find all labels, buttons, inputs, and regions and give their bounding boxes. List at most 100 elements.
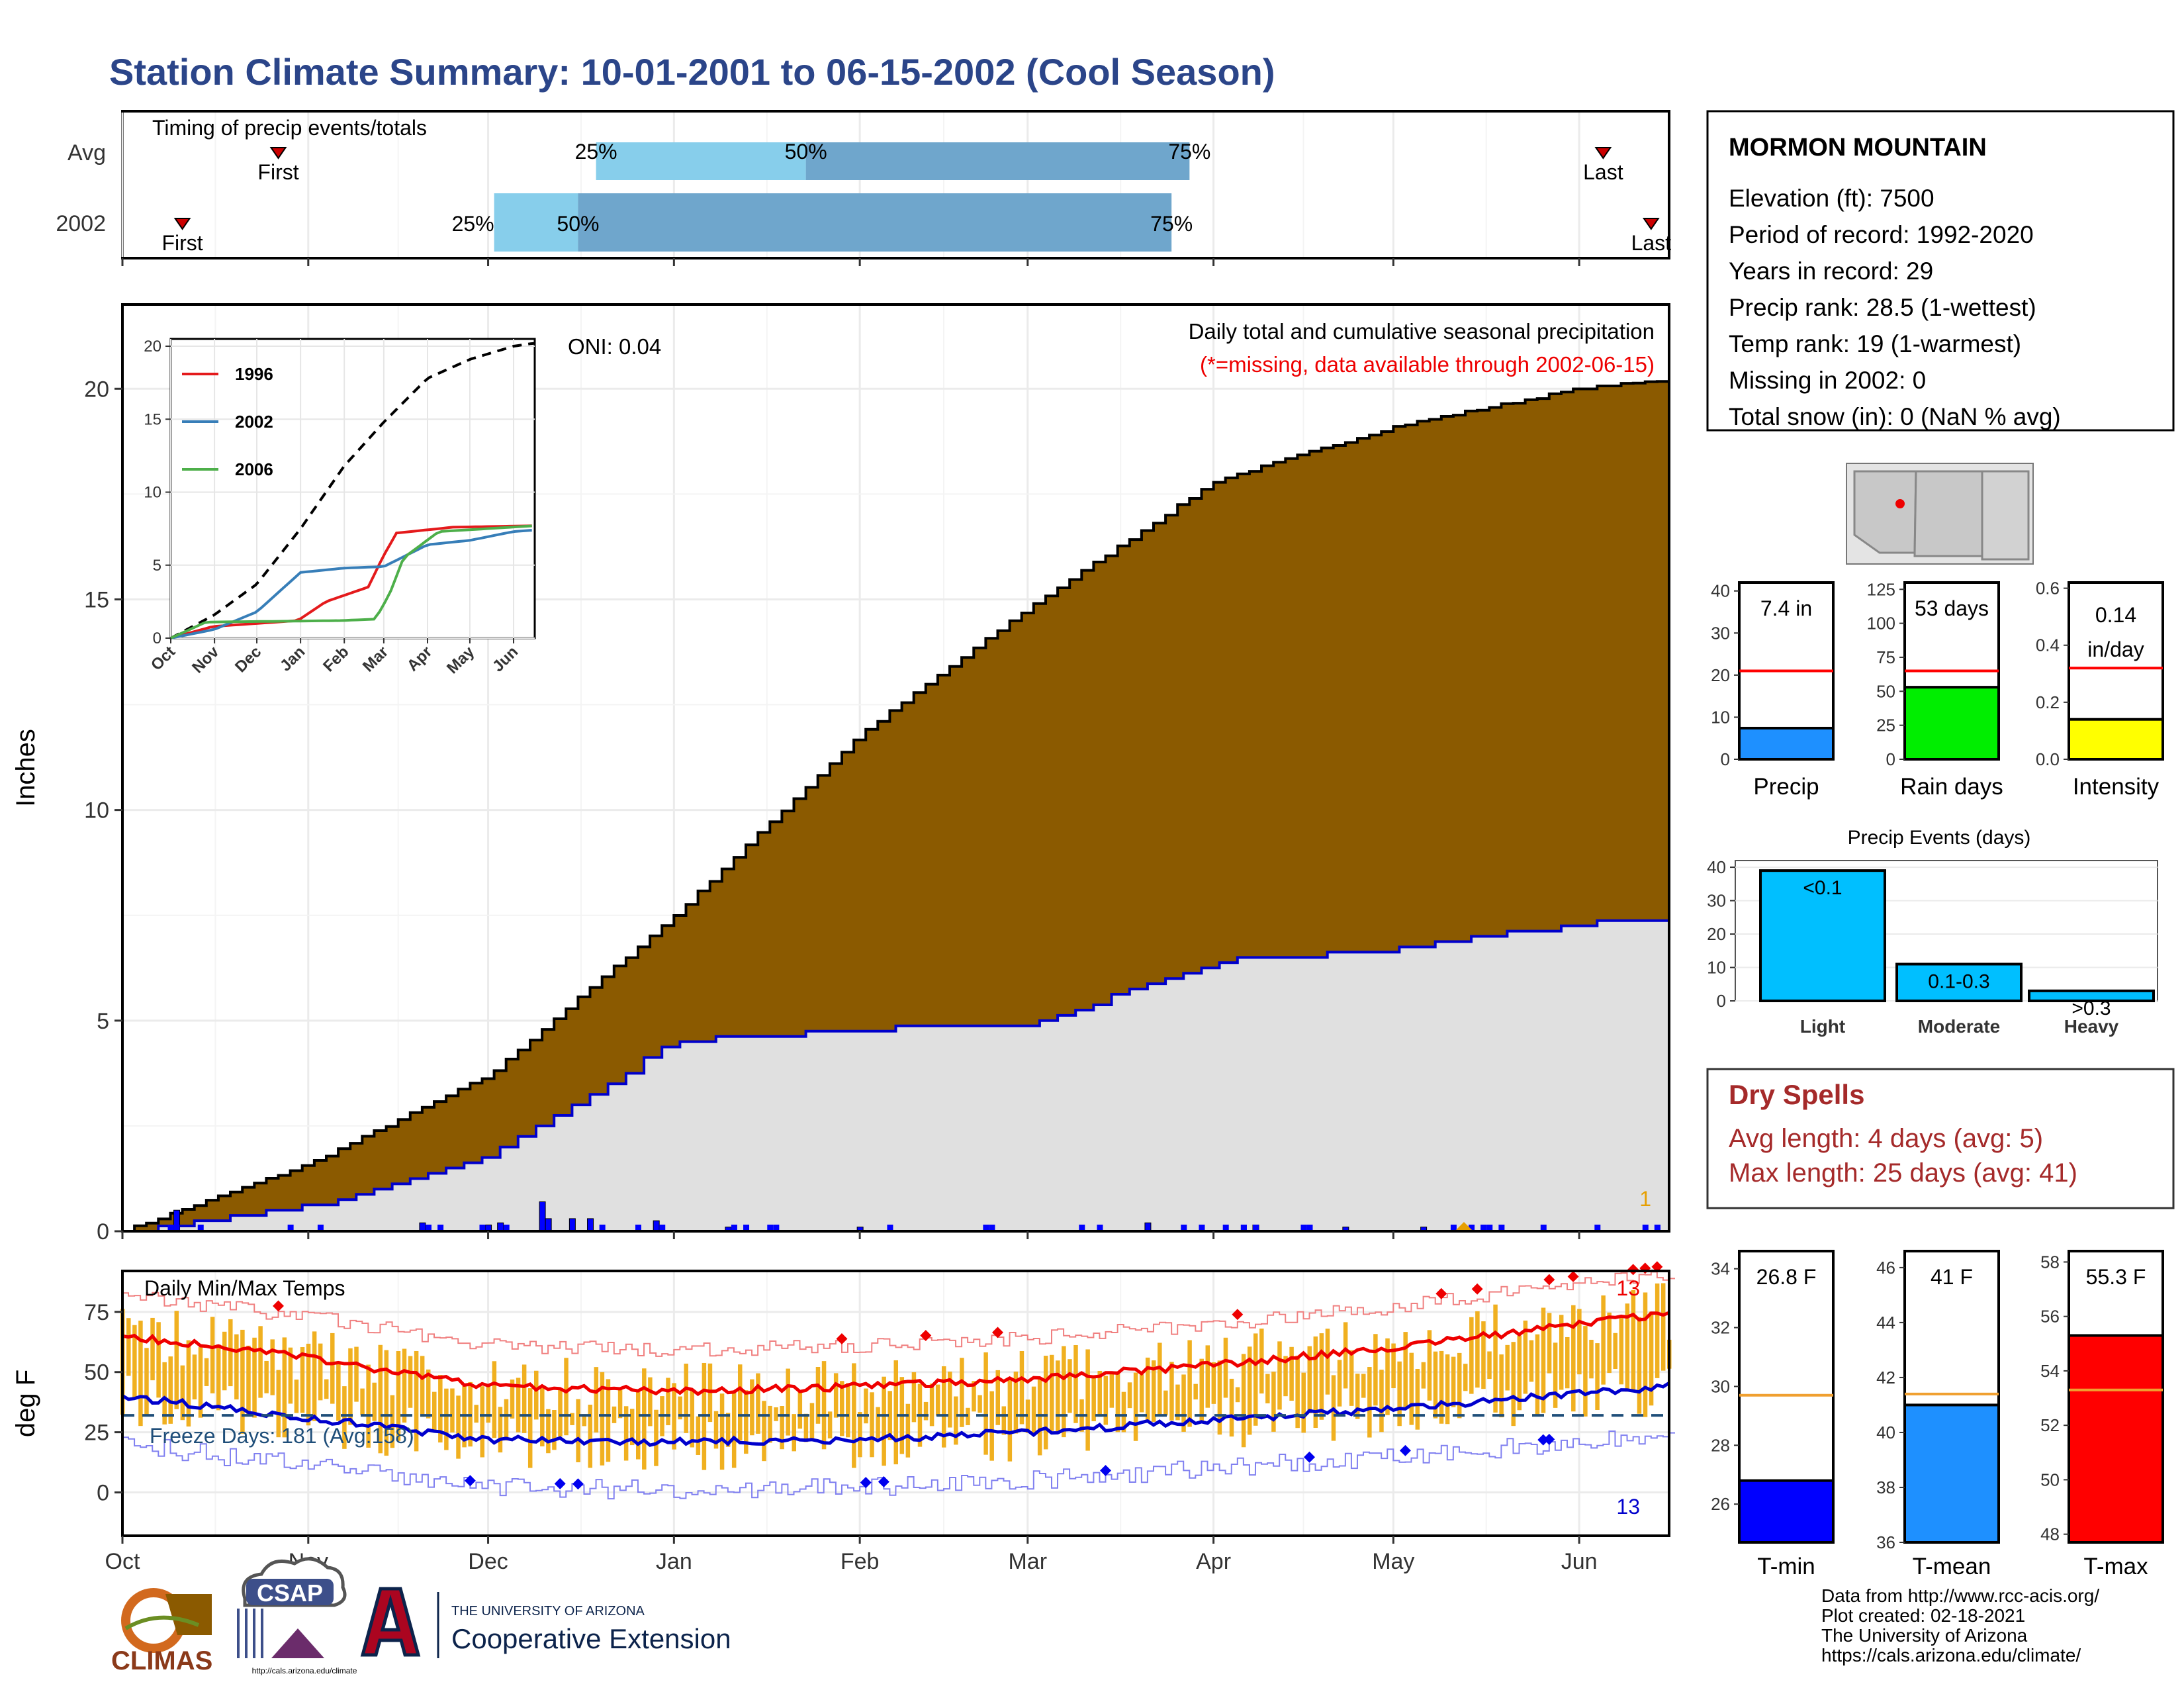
temp-stat-y-tick-label: 28 bbox=[1711, 1435, 1730, 1455]
daily-precip-bar-small bbox=[1199, 1225, 1205, 1231]
daily-precip-bar bbox=[587, 1218, 594, 1232]
timing-2002-p25-label: 25% bbox=[452, 212, 494, 236]
daily-temp-bar bbox=[150, 1317, 155, 1381]
daily-precip-bar-small bbox=[425, 1225, 432, 1231]
daily-temp-bar bbox=[1565, 1336, 1570, 1389]
daily-temp-bar bbox=[1181, 1374, 1186, 1432]
average-max-line bbox=[122, 1311, 1670, 1397]
precip-y-axis: 0 5 10 15 20 bbox=[84, 377, 122, 1244]
daily-temp-bar bbox=[839, 1381, 844, 1436]
daily-temp-bar bbox=[414, 1350, 419, 1452]
events-bar-Moderate bbox=[1895, 962, 2023, 1003]
daily-temp-bar bbox=[972, 1381, 976, 1412]
timing-marks: 25% 50% 75% First Last 25% 50% 75% First Last bbox=[161, 140, 1671, 255]
daily-temp-bar bbox=[240, 1329, 245, 1434]
precip-y-tick-label: 20 bbox=[84, 377, 109, 402]
stat-bar-Rain days bbox=[1903, 686, 2000, 761]
stat-y-tick-label: 20 bbox=[1711, 665, 1730, 685]
daily-precip-bar-small bbox=[635, 1225, 641, 1231]
daily-precip-bar-small bbox=[1594, 1225, 1601, 1231]
timing-bars bbox=[494, 142, 1190, 252]
daily-temp-bar bbox=[144, 1348, 149, 1416]
daily-temp-bar bbox=[1109, 1374, 1115, 1408]
temp-stat-y-tick-label: 44 bbox=[1876, 1313, 1895, 1333]
daily-temp-bar bbox=[1043, 1356, 1048, 1450]
daily-temp-bar bbox=[803, 1413, 809, 1442]
daily-temp-bar bbox=[846, 1383, 850, 1438]
precip-orange-marker bbox=[1456, 1222, 1472, 1230]
daily-temp-bar bbox=[252, 1337, 257, 1418]
timing-label: Timing of precip events/totals bbox=[152, 116, 427, 140]
temp-y-axis: 0 25 50 75 bbox=[84, 1300, 122, 1506]
stat-value-2: 0.14 bbox=[2095, 603, 2136, 627]
record-low-marker-icon bbox=[1543, 1433, 1555, 1445]
daily-temp-bar bbox=[1103, 1376, 1109, 1425]
footer-url: https://cals.arizona.edu/climate/ bbox=[1821, 1645, 2081, 1665]
daily-temp-bar bbox=[552, 1410, 557, 1450]
daily-temp-bar bbox=[1127, 1382, 1132, 1409]
daily-temp-bar bbox=[960, 1358, 964, 1427]
daily-temp-bar bbox=[306, 1343, 311, 1426]
daily-precip-bar-small bbox=[767, 1225, 774, 1231]
daily-temp-bar bbox=[1613, 1333, 1617, 1369]
inset-y-tick-label: 0 bbox=[153, 630, 161, 647]
daily-temp-bar bbox=[833, 1373, 839, 1418]
footer-plot-created: Plot created: 02-18-2021 bbox=[1821, 1605, 2025, 1626]
temp-stat-value-2: 55.3 F bbox=[2086, 1265, 2146, 1289]
daily-temp-bar bbox=[270, 1339, 275, 1395]
daily-temp-bar bbox=[558, 1389, 563, 1437]
daily-temp-bar bbox=[378, 1344, 383, 1454]
temp-stat-value-0: 26.8 F bbox=[1756, 1265, 1817, 1289]
oni-value: ONI: 0.04 bbox=[568, 334, 661, 359]
daily-precip-bar bbox=[545, 1218, 552, 1232]
inset-legend: 1996 2002 2006 bbox=[182, 364, 273, 479]
precip-y-label: Inches bbox=[11, 729, 40, 807]
temp-stat-y-tick-label: 52 bbox=[2040, 1415, 2060, 1435]
daily-precip-bar-small bbox=[1181, 1225, 1187, 1231]
csap-badge bbox=[246, 1579, 334, 1605]
daily-temp-bar bbox=[438, 1375, 443, 1443]
temp-y-tick-label: 0 bbox=[97, 1481, 109, 1506]
map-new-mexico bbox=[1913, 470, 1983, 557]
station-period: Period of record: 1992-2020 bbox=[1729, 221, 2034, 248]
timing-2002-first-label: First bbox=[161, 231, 203, 255]
daily-temp-bar bbox=[384, 1350, 389, 1456]
timing-avg-p25-label: 25% bbox=[575, 140, 617, 164]
record-high-marker-icon bbox=[1435, 1288, 1447, 1299]
daily-precip-bar-small bbox=[317, 1225, 324, 1231]
daily-temp-bar bbox=[1152, 1360, 1156, 1422]
daily-temp-bar bbox=[1571, 1305, 1576, 1412]
daily-temp-bar bbox=[1091, 1376, 1096, 1422]
daily-temp-bar bbox=[228, 1319, 233, 1387]
daily-temp-bar bbox=[1619, 1317, 1624, 1385]
daily-temp-bar bbox=[870, 1392, 874, 1458]
daily-temp-bar bbox=[1535, 1334, 1540, 1417]
daily-temp-bar bbox=[1439, 1350, 1444, 1424]
record-low-marker-icon bbox=[554, 1477, 566, 1489]
dry-spells-frame bbox=[1706, 1068, 2175, 1209]
temp-y-label: deg F bbox=[11, 1370, 40, 1437]
daily-temp-bar bbox=[1529, 1340, 1534, 1382]
climas-logo-text: CLIMAS bbox=[111, 1646, 212, 1675]
daily-temp-bar bbox=[1283, 1356, 1288, 1397]
daily-temp-bar bbox=[174, 1311, 179, 1409]
daily-temp-bar bbox=[1625, 1303, 1630, 1392]
daily-temp-bar bbox=[1553, 1342, 1558, 1408]
timing-2002-p75-label: 75% bbox=[1150, 212, 1193, 236]
daily-temp-bar bbox=[1271, 1372, 1276, 1432]
daily-temp-bar bbox=[282, 1337, 287, 1438]
daily-precip-bar-small bbox=[1498, 1225, 1505, 1231]
daily-temp-bar bbox=[312, 1331, 317, 1421]
daily-temp-bar bbox=[1097, 1370, 1102, 1417]
station-info-box: MORMON MOUNTAIN Elevation (ft): 7500 Per… bbox=[1706, 110, 2175, 432]
daily-temp-bar bbox=[1241, 1354, 1246, 1448]
daily-temp-bar bbox=[486, 1383, 491, 1423]
stat-value-1: 53 days bbox=[1915, 596, 1989, 620]
daily-temp-bar bbox=[510, 1379, 515, 1419]
daily-temp-bar bbox=[1433, 1351, 1438, 1419]
record-high-marker-icon bbox=[920, 1330, 932, 1342]
temp-stat-y-tick-label: 58 bbox=[2040, 1252, 2060, 1272]
daily-precip-bar-small bbox=[1486, 1225, 1493, 1231]
daily-temp-bar bbox=[1577, 1309, 1582, 1375]
precip-y-tick-label: 15 bbox=[84, 587, 109, 612]
